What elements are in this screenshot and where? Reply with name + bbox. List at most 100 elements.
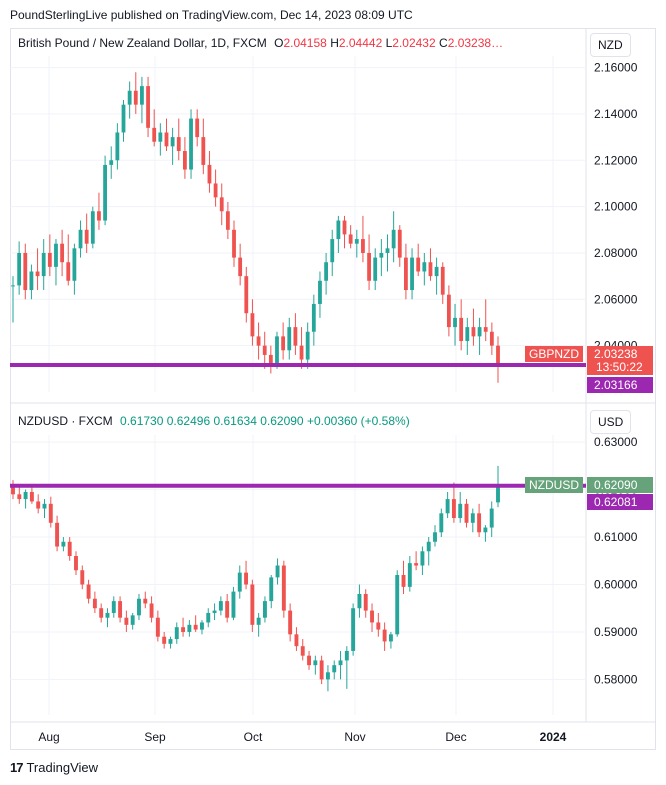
nzdusd-candle-body bbox=[67, 541, 72, 557]
nzdusd-candle-body bbox=[17, 494, 22, 500]
nzdusd-candle-body bbox=[338, 660, 343, 666]
nzdusd-candle-body bbox=[212, 610, 217, 613]
nzdusd-candle-body bbox=[92, 598, 97, 609]
nzdusd-candle-body bbox=[42, 503, 47, 509]
gbpnzd-candle-body bbox=[299, 345, 304, 360]
nzdusd-candle-body bbox=[250, 584, 255, 625]
gbpnzd-candle-body bbox=[311, 303, 316, 332]
top-legend: British Pound / New Zealand Dollar, 1D, … bbox=[18, 36, 503, 50]
gbpnzd-ytick-label: 2.12000 bbox=[594, 153, 638, 167]
nzdusd-candle-body bbox=[48, 503, 53, 523]
nzdusd-candle-body bbox=[23, 491, 28, 500]
nzdusd-candle-body bbox=[143, 598, 148, 604]
time-axis-label: Dec bbox=[445, 730, 466, 744]
nzdusd-candle-body bbox=[74, 556, 78, 571]
nzdusd-candle-body bbox=[458, 503, 463, 519]
gbpnzd-candle-body bbox=[361, 239, 365, 253]
nzdusd-candle-body bbox=[275, 565, 280, 578]
nzdusd-candle-body bbox=[61, 541, 66, 547]
gbpnzd-candle-body bbox=[195, 118, 200, 138]
gbpnzd-candle-body bbox=[170, 137, 175, 147]
nzdusd-candle-body bbox=[445, 499, 450, 514]
gbpnzd-candle-body bbox=[422, 262, 427, 272]
nzdusd-line-value-text: 0.62081 bbox=[594, 495, 638, 509]
nzdusd-candle-body bbox=[307, 655, 311, 666]
bottom-change: +0.00360 (+0.58%) bbox=[306, 414, 410, 428]
bottom-currency-button[interactable]: USD bbox=[590, 410, 632, 434]
gbpnzd-candle-body bbox=[17, 252, 22, 286]
gbpnzd-line-value-tag bbox=[587, 377, 653, 393]
nzdusd-candle-body bbox=[181, 627, 186, 632]
gbpnzd-candle-body bbox=[47, 252, 52, 267]
nzdusd-candle-body bbox=[105, 612, 110, 618]
gbpnzd-candle-body bbox=[318, 280, 322, 304]
gbpnzd-candle-body bbox=[146, 86, 150, 128]
gbpnzd-candle-body bbox=[342, 220, 347, 235]
nzdusd-candle-body bbox=[470, 513, 475, 523]
nzdusd-candle-body bbox=[99, 608, 104, 618]
gbpnzd-ytick-label: 2.14000 bbox=[594, 107, 638, 121]
gbpnzd-candle-body bbox=[489, 331, 494, 346]
nzdusd-candle-body bbox=[489, 508, 494, 528]
nzdusd-ytick-label: 0.61000 bbox=[594, 530, 638, 544]
nzdusd-candle-body bbox=[225, 601, 230, 618]
nzdusd-candle-body bbox=[351, 608, 356, 651]
gbpnzd-candle-body bbox=[385, 248, 390, 253]
nzdusd-candle-body bbox=[130, 615, 135, 625]
nzdusd-candle-body bbox=[414, 563, 419, 566]
gbpnzd-candle-body bbox=[330, 239, 335, 263]
nzdusd-candle-body bbox=[174, 627, 179, 640]
nzdusd-candle-body bbox=[281, 565, 286, 611]
gbpnzd-candle-body bbox=[471, 327, 476, 337]
nzdusd-candle-body bbox=[162, 636, 167, 644]
gbpnzd-candle-body bbox=[404, 257, 408, 291]
gbpnzd-candle-body bbox=[207, 164, 212, 184]
nzdusd-candle-body bbox=[319, 660, 324, 680]
time-axis-label: Aug bbox=[38, 730, 59, 744]
gbpnzd-candle-body bbox=[97, 211, 101, 221]
nzdusd-candle-body bbox=[86, 584, 91, 599]
nzdusd-candle-body bbox=[244, 572, 249, 585]
nzdusd-candle-body bbox=[149, 603, 154, 618]
footer: 17 TradingView bbox=[10, 760, 98, 775]
bottom-c-value: 0.62090 bbox=[260, 414, 304, 428]
gbpnzd-candle-body bbox=[182, 151, 187, 170]
nzdusd-candle-body bbox=[36, 501, 41, 509]
nzdusd-candle-body bbox=[426, 541, 431, 552]
nzdusd-candle-body bbox=[439, 513, 444, 533]
top-currency-button[interactable]: NZD bbox=[590, 33, 631, 57]
nzdusd-candle-body bbox=[168, 639, 173, 644]
nzdusd-ytick-label: 0.60000 bbox=[594, 577, 638, 591]
gbpnzd-candle-body bbox=[219, 197, 224, 212]
nzdusd-line-value-tag bbox=[587, 494, 653, 510]
nzdusd-candle-body bbox=[332, 665, 337, 673]
top-c-label: C bbox=[439, 36, 448, 50]
nzdusd-candle-body bbox=[11, 487, 15, 495]
gbpnzd-candle-body bbox=[78, 229, 83, 249]
nzdusd-candle-body bbox=[155, 617, 160, 637]
gbpnzd-candle-body bbox=[483, 327, 488, 332]
time-axis-label: 2024 bbox=[540, 730, 567, 744]
gbpnzd-candle-body bbox=[262, 345, 267, 355]
gbpnzd-candle-body bbox=[268, 354, 273, 365]
time-axis-label: Oct bbox=[244, 730, 263, 744]
gbpnzd-candle-body bbox=[428, 262, 433, 277]
tradingview-logo-icon: 17 bbox=[10, 760, 24, 775]
gbpnzd-candle-body bbox=[336, 220, 341, 240]
bottom-h-value: 0.62496 bbox=[166, 414, 211, 428]
gbpnzd-candle-body bbox=[373, 257, 378, 281]
gbpnzd-candle-body bbox=[397, 229, 402, 258]
nzdusd-candle-body bbox=[218, 601, 223, 611]
nzdusd-candle-body bbox=[363, 593, 368, 611]
gbpnzd-candle-body bbox=[121, 104, 126, 133]
top-o-label: O bbox=[274, 36, 284, 50]
nzdusd-candle-body bbox=[231, 591, 236, 618]
nzdusd-candle-body bbox=[111, 601, 116, 613]
nzdusd-price-tag bbox=[587, 477, 653, 493]
gbpnzd-candle-body bbox=[446, 294, 451, 328]
gbpnzd-candle-body bbox=[11, 285, 15, 287]
gbpnzd-ytick-label: 2.16000 bbox=[594, 61, 638, 75]
gbpnzd-candle-body bbox=[434, 266, 439, 277]
nzdusd-candle-body bbox=[325, 672, 330, 680]
